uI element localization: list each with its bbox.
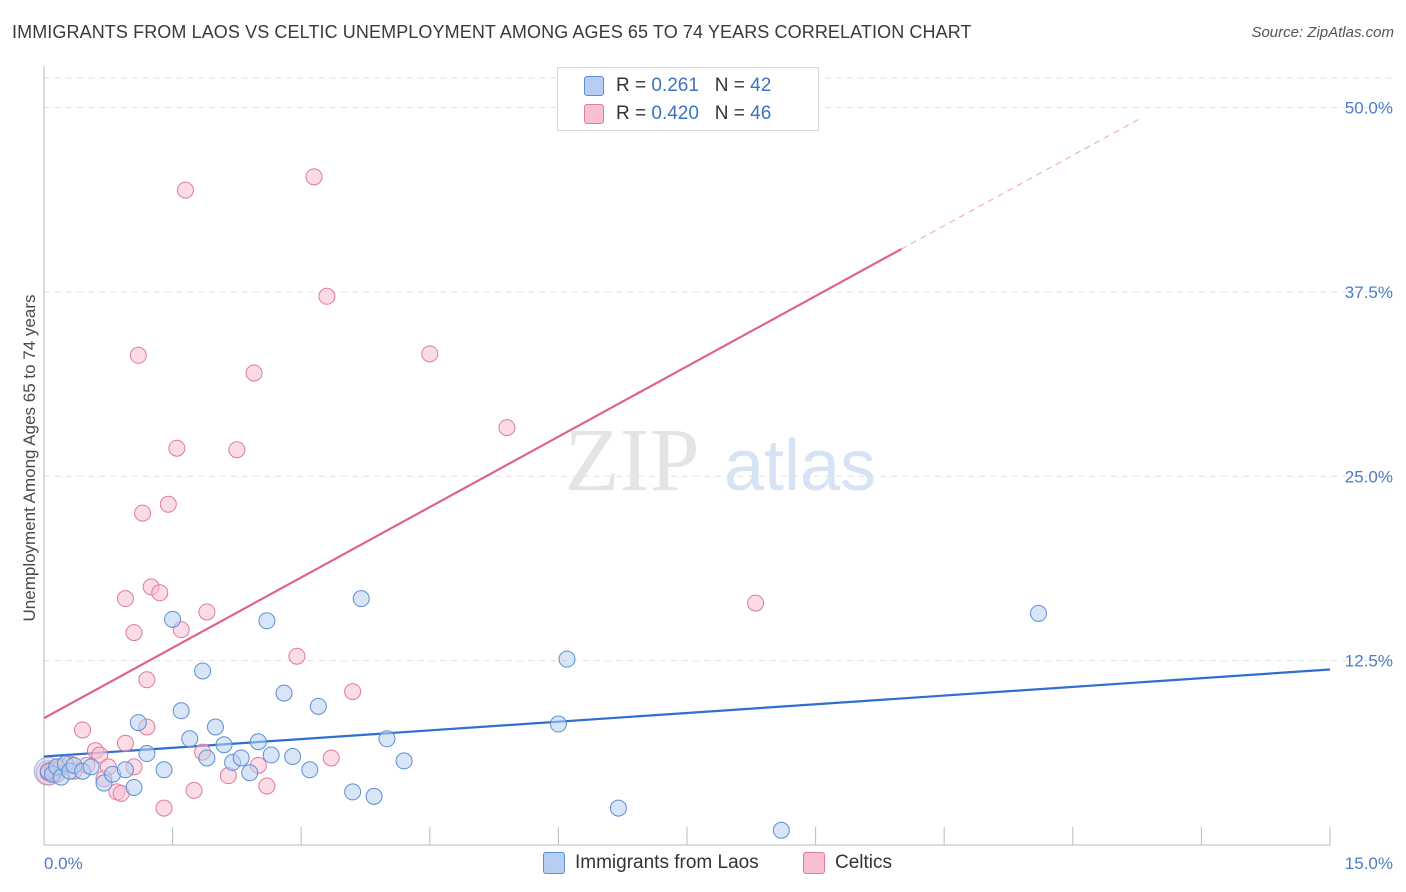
data-point-celtics — [91, 746, 109, 764]
data-point-celtics — [151, 584, 169, 602]
tick-labels: 12.5% 25.0% 37.5% 50.0% 0.0% 15.0% — [44, 99, 1393, 874]
data-point-laos — [125, 778, 143, 796]
data-point-celtics — [176, 181, 194, 199]
data-point-celtics — [498, 419, 516, 437]
data-point-laos — [772, 821, 790, 839]
data-point-celtics — [747, 594, 765, 612]
data-point-laos — [301, 761, 319, 779]
data-point-laos — [284, 748, 302, 765]
data-point-celtics — [228, 441, 246, 459]
data-point-laos — [181, 730, 199, 748]
data-point-celtics — [288, 647, 306, 665]
trend-line-laos — [43, 668, 1331, 758]
data-point-laos — [82, 758, 100, 776]
data-point-laos — [215, 736, 233, 754]
axes — [43, 66, 1331, 846]
y-tick-label: 50.0% — [1345, 99, 1393, 118]
x-tick-label: 15.0% — [1345, 854, 1393, 873]
data-point-laos — [395, 752, 413, 770]
data-point-laos — [138, 745, 156, 763]
data-point-celtics — [138, 671, 156, 689]
data-point-celtics — [129, 346, 147, 364]
data-point-laos — [172, 702, 190, 720]
data-point-celtics — [155, 799, 173, 817]
data-point-laos — [164, 610, 182, 628]
data-point-laos — [258, 612, 276, 630]
data-point-laos — [1030, 604, 1048, 622]
data-point-laos — [558, 650, 576, 668]
legend-swatch-celtics — [584, 104, 604, 124]
y-axis-label: Unemployment Among Ages 65 to 74 years — [20, 295, 39, 622]
data-point-laos — [275, 684, 293, 702]
r-label: R = — [616, 103, 652, 124]
data-point-celtics — [116, 734, 134, 752]
data-point-celtics — [318, 287, 336, 305]
data-point-laos — [262, 746, 280, 764]
data-point-celtics — [198, 603, 216, 621]
data-point-laos — [352, 590, 370, 608]
data-point-laos — [129, 714, 147, 732]
data-point-laos — [378, 730, 396, 748]
data-point-laos — [241, 764, 259, 782]
data-point-celtics — [322, 749, 340, 767]
x-tick-label: 0.0% — [44, 854, 83, 873]
n-label: N = — [714, 103, 751, 124]
legend-label-laos: Immigrants from Laos — [575, 852, 759, 873]
data-point-celtics — [74, 721, 92, 739]
data-point-laos — [206, 718, 224, 736]
r-value: 0.261 — [651, 75, 699, 96]
n-label: N = — [714, 75, 751, 96]
n-value: 46 — [750, 103, 772, 124]
legend-item-laos: Immigrants from Laos — [543, 852, 759, 874]
trend-line-celtics-extension — [901, 117, 1142, 250]
data-point-celtics — [168, 439, 186, 457]
data-point-celtics — [344, 683, 362, 701]
data-point-laos — [549, 715, 567, 733]
data-point-celtics — [185, 781, 203, 799]
data-point-laos — [609, 799, 627, 817]
legend-label-celtics: Celtics — [835, 852, 893, 873]
y-tick-label: 12.5% — [1345, 652, 1393, 671]
legend-swatch-celtics — [803, 852, 825, 874]
n-value: 42 — [750, 75, 772, 96]
data-point-celtics — [421, 345, 439, 363]
legend-swatch-laos — [543, 852, 565, 874]
data-point-celtics — [134, 504, 152, 522]
watermark-atlas: atlas — [724, 426, 876, 506]
data-point-celtics — [305, 168, 323, 186]
data-point-laos — [249, 733, 267, 751]
chart-title: IMMIGRANTS FROM LAOS VS CELTIC UNEMPLOYM… — [12, 22, 972, 42]
data-points — [33, 168, 1048, 839]
data-point-celtics — [159, 495, 177, 513]
legend-item-celtics: Celtics — [803, 852, 892, 874]
data-point-celtics — [116, 590, 134, 608]
data-point-laos — [344, 783, 362, 801]
correlation-legend: R = 0.261 N = 42 R = 0.420 N = 46 — [557, 67, 819, 131]
data-point-celtics — [125, 624, 143, 642]
y-tick-label: 37.5% — [1345, 283, 1393, 302]
data-point-laos — [116, 761, 134, 779]
source-label: Source: ZipAtlas.com — [1251, 24, 1394, 41]
data-point-celtics — [258, 777, 276, 795]
trend-line-celtics — [43, 248, 902, 720]
r-label: R = — [616, 75, 652, 96]
data-point-laos — [155, 761, 173, 779]
data-point-celtics — [245, 364, 263, 382]
data-point-laos — [309, 697, 327, 715]
watermark-zip: ZIP — [565, 411, 700, 510]
data-point-laos — [232, 749, 250, 767]
data-point-laos — [194, 662, 212, 680]
data-point-laos — [365, 787, 383, 805]
data-point-laos — [198, 749, 216, 767]
legend-swatch-laos — [584, 76, 604, 96]
y-tick-label: 25.0% — [1345, 467, 1393, 486]
r-value: 0.420 — [651, 103, 699, 124]
